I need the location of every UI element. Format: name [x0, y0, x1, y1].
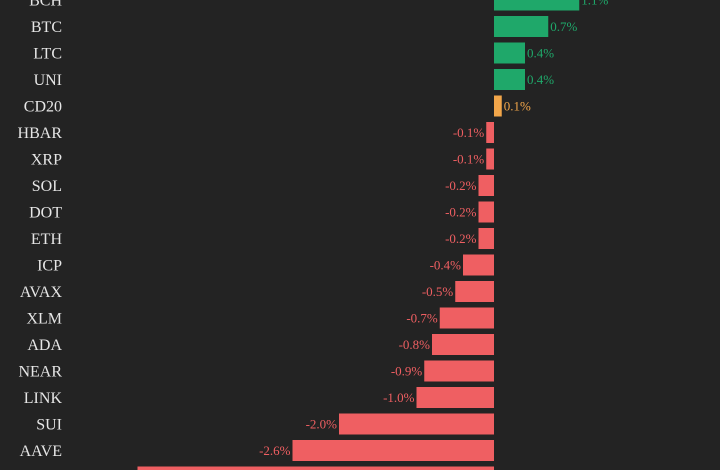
- bar-ada: [432, 334, 494, 355]
- tick-label-xrp: XRP: [31, 152, 62, 169]
- data-label-aave: -2.6%: [259, 443, 291, 458]
- data-label-sui: -2.0%: [306, 417, 338, 432]
- tick-label-aave: AAVE: [20, 443, 62, 460]
- data-label-ada: -0.8%: [399, 337, 431, 352]
- data-label-xrp: -0.1%: [453, 152, 485, 167]
- data-label-ltc: 0.4%: [527, 46, 554, 61]
- data-label-avax: -0.5%: [422, 284, 454, 299]
- tick-label-uni: UNI: [34, 72, 62, 89]
- data-label-link: -1.0%: [383, 390, 415, 405]
- bar-ltc: [494, 42, 525, 64]
- data-label-eth: -0.2%: [445, 231, 477, 246]
- tick-label-sol: SOL: [32, 178, 62, 195]
- bar-sui: [339, 413, 494, 435]
- tick-label-xlm: XLM: [26, 311, 62, 328]
- bar-row-18: [137, 466, 494, 470]
- data-label-bch: 1.1%: [581, 0, 608, 8]
- bar-icp: [463, 254, 494, 276]
- tick-label-hbar: HBAR: [18, 125, 63, 142]
- tick-label-near: NEAR: [18, 364, 62, 381]
- data-label-near: -0.9%: [391, 364, 423, 379]
- data-label-xlm: -0.7%: [406, 311, 438, 326]
- bar-uni: [494, 69, 525, 90]
- tick-label-eth: ETH: [31, 231, 63, 248]
- bar-dot: [478, 201, 494, 223]
- data-label-hbar: -0.1%: [453, 125, 485, 140]
- data-label-sol: -0.2%: [445, 178, 477, 193]
- bar-bch: [494, 0, 580, 11]
- tick-label-btc: BTC: [31, 19, 62, 36]
- bar-eth: [478, 228, 494, 249]
- tick-label-sui: SUI: [36, 417, 62, 434]
- data-label-uni: 0.4%: [527, 72, 554, 87]
- tick-label-avax: AVAX: [20, 284, 63, 301]
- tick-label-ltc: LTC: [33, 46, 62, 63]
- data-label-dot: -0.2%: [445, 205, 477, 220]
- bar-xlm: [439, 307, 494, 329]
- data-label-icp: -0.4%: [430, 258, 462, 273]
- tick-label-bch: BCH: [29, 0, 62, 10]
- tick-label-link: LINK: [24, 390, 63, 407]
- bar-sol: [478, 175, 494, 196]
- data-label-cd20: 0.1%: [504, 99, 531, 114]
- bar-aave: [292, 440, 494, 461]
- bar-avax: [455, 281, 494, 302]
- tick-label-cd20: CD20: [24, 99, 62, 116]
- bar-hbar: [486, 122, 494, 143]
- tick-label-dot: DOT: [29, 205, 62, 222]
- bar-xrp: [486, 148, 494, 170]
- tick-label-icp: ICP: [37, 258, 62, 275]
- data-label-btc: 0.7%: [550, 19, 577, 34]
- bar-cd20: [494, 95, 502, 117]
- bar-near: [424, 360, 494, 382]
- tick-label-ada: ADA: [27, 337, 62, 354]
- bar-link: [416, 387, 494, 408]
- bar-btc: [494, 16, 549, 37]
